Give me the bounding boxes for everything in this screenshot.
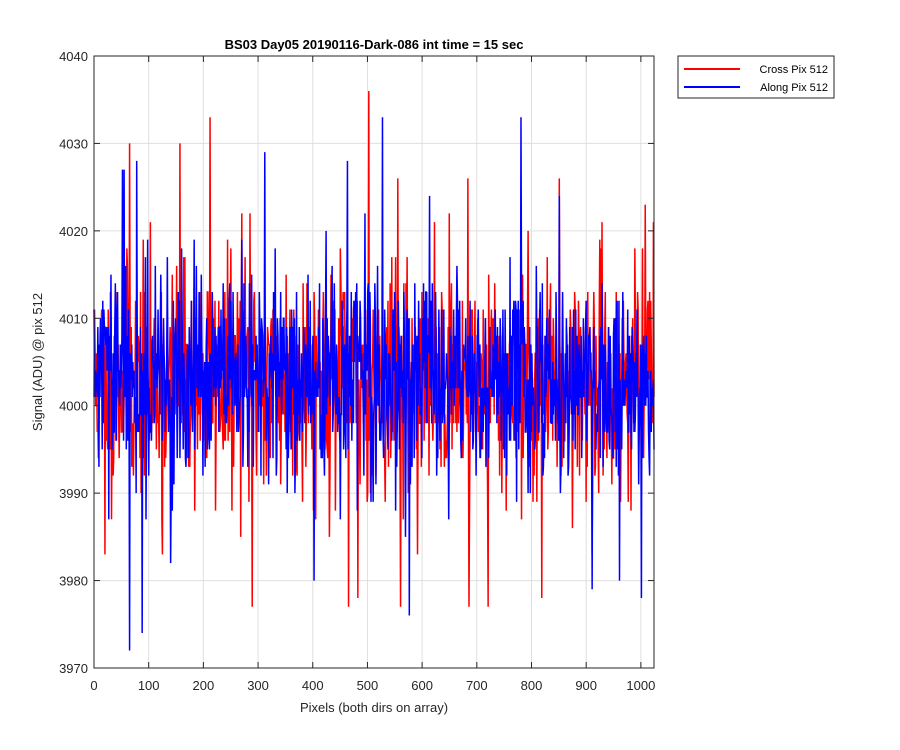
plot-area: 0 100 200 300 400 500 600 700 800 900 1000 3970 398…: [59, 49, 655, 693]
axes-box: [93, 55, 655, 669]
y-tick-label: 4020: [59, 224, 88, 239]
y-tick-label: 4010: [59, 311, 88, 326]
x-tick-label: 100: [138, 678, 160, 693]
x-tick-label: 700: [466, 678, 488, 693]
y-tick-label: 3990: [59, 486, 88, 501]
chart-title: BS03 Day05 20190116-Dark-086 int time = …: [225, 37, 524, 52]
legend-label-along-pix-512: Along Pix 512: [760, 82, 828, 94]
y-axis-label: Signal (ADU) @ pix 512: [30, 293, 45, 431]
x-tick-label: 600: [411, 678, 433, 693]
x-tick-label: 0: [90, 678, 97, 693]
x-tick-label: 200: [193, 678, 215, 693]
x-axis-label: Pixels (both dirs on array): [300, 700, 448, 715]
x-axis-ticks: 0 100 200 300 400 500 600 700 800 900 1000: [90, 56, 655, 693]
series-line-along-pix-512: [93, 117, 655, 651]
y-tick-label: 3970: [59, 661, 88, 676]
y-axis-ticks: 3970 3980 3990 4000 4010 4020 4030 4040: [59, 49, 654, 676]
x-tick-label: 500: [357, 678, 379, 693]
series-layer: [93, 90, 655, 651]
y-tick-label: 4040: [59, 49, 88, 64]
y-tick-label: 4000: [59, 399, 88, 414]
x-tick-label: 300: [247, 678, 269, 693]
x-tick-label: 800: [521, 678, 543, 693]
x-tick-label: 1000: [626, 678, 655, 693]
legend: Cross Pix 512 Along Pix 512: [677, 55, 835, 99]
y-tick-label: 3980: [59, 574, 88, 589]
legend-box: [677, 55, 835, 99]
x-tick-label: 900: [575, 678, 597, 693]
y-tick-label: 4030: [59, 136, 88, 151]
legend-label-cross-pix-512: Cross Pix 512: [760, 64, 828, 76]
x-tick-label: 400: [302, 678, 324, 693]
